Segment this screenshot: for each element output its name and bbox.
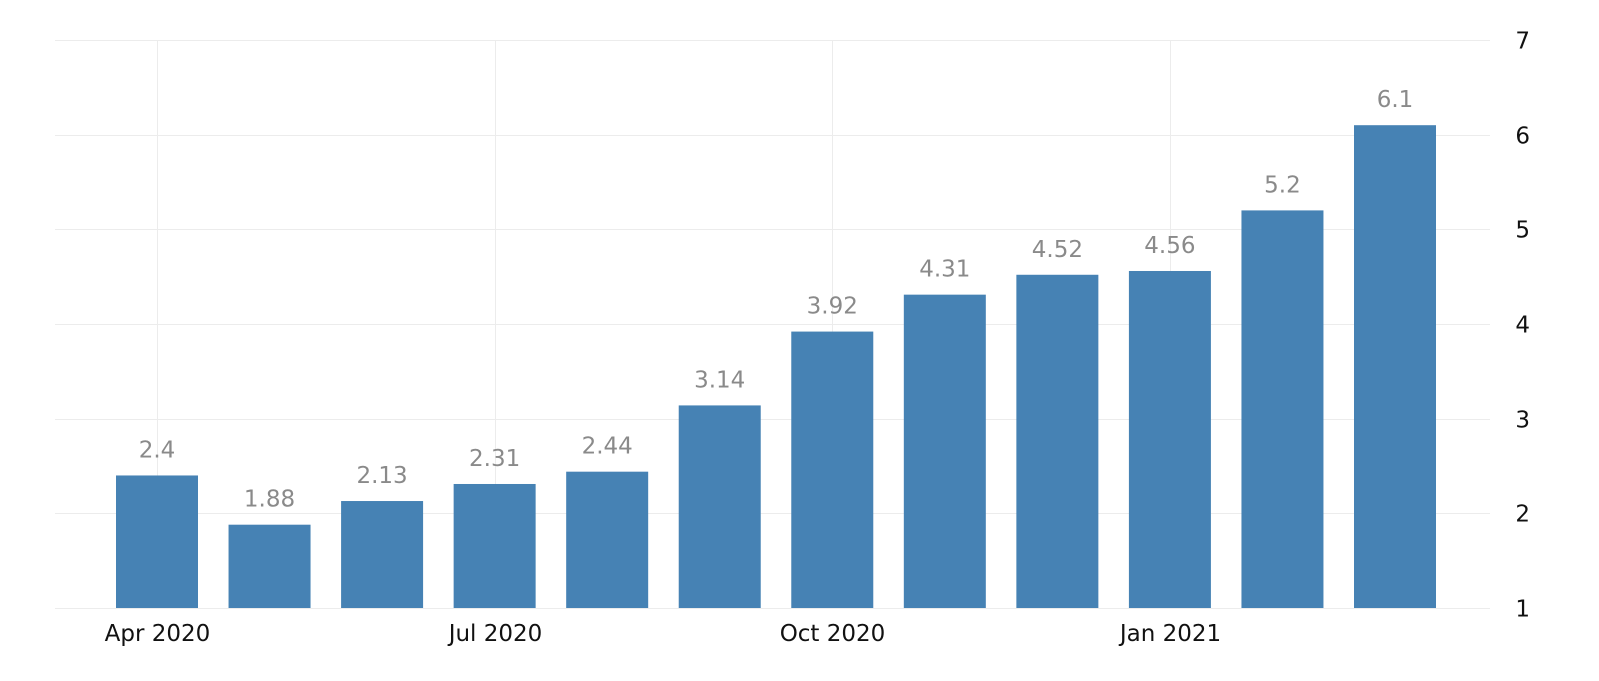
data-label: 3.14 [694, 367, 745, 393]
y-tick-label: 1 [1515, 597, 1530, 623]
y-tick-label: 5 [1515, 218, 1530, 244]
bar [678, 405, 761, 608]
data-label: 6.1 [1377, 87, 1414, 113]
data-label: 2.31 [469, 446, 520, 472]
bar [566, 471, 649, 608]
data-label: 1.88 [244, 487, 295, 513]
data-label: 4.31 [919, 257, 970, 283]
bar [341, 501, 424, 608]
y-tick-label: 2 [1515, 502, 1530, 528]
data-label: 2.4 [139, 437, 176, 463]
data-label: 5.2 [1264, 172, 1301, 198]
bar [903, 294, 986, 608]
x-tick-label: Oct 2020 [780, 621, 886, 647]
grid-lines [55, 40, 1490, 609]
bar [1016, 274, 1099, 608]
bar [228, 524, 311, 608]
bar [1128, 270, 1211, 608]
y-tick-label: 7 [1515, 29, 1530, 55]
bar [116, 475, 198, 608]
y-tick-label: 3 [1515, 408, 1530, 434]
data-label: 2.13 [356, 463, 407, 489]
y-axis: 1 2 3 4 5 6 7 [1515, 29, 1530, 623]
data-label: 4.52 [1032, 237, 1083, 263]
x-axis: Apr 2020 Jul 2020 Oct 2020 Jan 2021 [105, 621, 1221, 647]
bar [453, 483, 536, 608]
y-tick-label: 6 [1515, 124, 1530, 150]
x-tick-label: Jul 2020 [447, 621, 543, 647]
bar [1354, 125, 1436, 608]
data-label: 4.56 [1144, 233, 1195, 259]
data-label: 3.92 [807, 294, 858, 320]
bar [791, 331, 874, 608]
bar [1241, 210, 1324, 608]
x-tick-label: Jan 2021 [1118, 621, 1221, 647]
data-labels: 2.4 1.88 2.13 2.31 2.44 3.14 3.92 4.31 4.52 4.56 5… [139, 87, 1414, 512]
x-tick-label: Apr 2020 [105, 621, 211, 647]
y-tick-label: 4 [1515, 313, 1530, 339]
bars [116, 125, 1436, 608]
data-label: 2.44 [582, 434, 633, 460]
